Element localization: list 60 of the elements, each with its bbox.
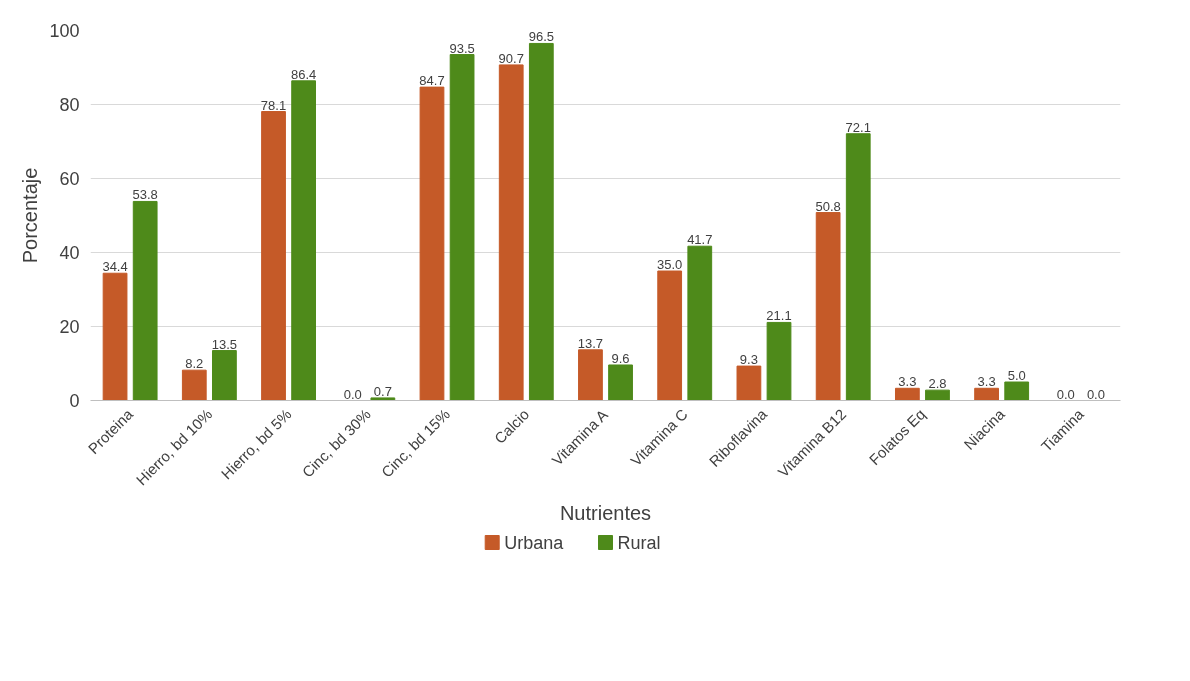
y-axis-title: Porcentaje — [19, 167, 42, 264]
bar — [736, 365, 762, 401]
bar — [102, 272, 128, 401]
bar — [578, 349, 603, 401]
bar — [419, 86, 445, 401]
data-label: 50.8 — [815, 198, 841, 214]
legend-label: Urbana — [504, 532, 565, 553]
y-tick-label: 20 — [59, 317, 80, 337]
data-label: 13.5 — [211, 336, 238, 352]
y-tick-label: 80 — [59, 95, 80, 115]
x-tick-label: Cinc, bd 30% — [298, 405, 374, 481]
data-label: 96.5 — [528, 29, 554, 45]
data-label: 0.0 — [1086, 386, 1105, 402]
data-label: 21.1 — [766, 308, 792, 324]
data-label: 5.0 — [1007, 368, 1026, 383]
data-label: 13.7 — [577, 335, 604, 351]
bar — [181, 369, 207, 401]
bar — [528, 42, 554, 401]
data-label: 0.0 — [343, 386, 362, 402]
bar — [974, 387, 999, 401]
y-tick-label: 0 — [69, 391, 80, 411]
bar — [894, 387, 920, 401]
data-label: 2.8 — [928, 376, 947, 392]
data-label: 78.1 — [260, 97, 287, 113]
bar — [132, 200, 158, 401]
bar — [449, 54, 475, 401]
bar — [657, 270, 683, 401]
data-label: 34.4 — [102, 259, 128, 275]
bar — [498, 64, 524, 401]
data-label: 0.0 — [1056, 386, 1075, 402]
data-label: 0.7 — [373, 383, 392, 399]
bar — [1004, 381, 1030, 401]
data-label: 9.3 — [739, 352, 758, 368]
data-label: 41.7 — [687, 232, 713, 248]
data-label: 93.5 — [449, 40, 475, 56]
bar — [261, 111, 286, 401]
data-label: 84.7 — [419, 73, 445, 89]
bar — [845, 133, 871, 401]
data-label: 35.0 — [657, 257, 683, 272]
bar — [291, 80, 317, 401]
bar — [608, 364, 633, 401]
legend-label: Rural — [617, 532, 661, 553]
data-label: 72.1 — [845, 119, 871, 135]
data-label: 90.7 — [498, 50, 524, 66]
bar — [687, 245, 713, 401]
data-label: 3.3 — [898, 374, 917, 390]
bar — [212, 350, 237, 401]
bar — [815, 212, 841, 401]
y-tick-label: 40 — [59, 243, 80, 263]
data-label: 86.4 — [290, 66, 317, 82]
bar — [370, 397, 396, 401]
x-axis-title: Nutrientes — [559, 502, 652, 525]
y-tick-label: 60 — [59, 169, 80, 189]
data-label: 8.2 — [185, 356, 204, 372]
data-label: 53.8 — [132, 187, 158, 203]
bar — [925, 389, 950, 401]
bar — [766, 321, 792, 401]
data-label: 9.6 — [611, 350, 630, 366]
y-tick-label: 100 — [49, 21, 80, 41]
data-label: 3.3 — [977, 374, 996, 390]
